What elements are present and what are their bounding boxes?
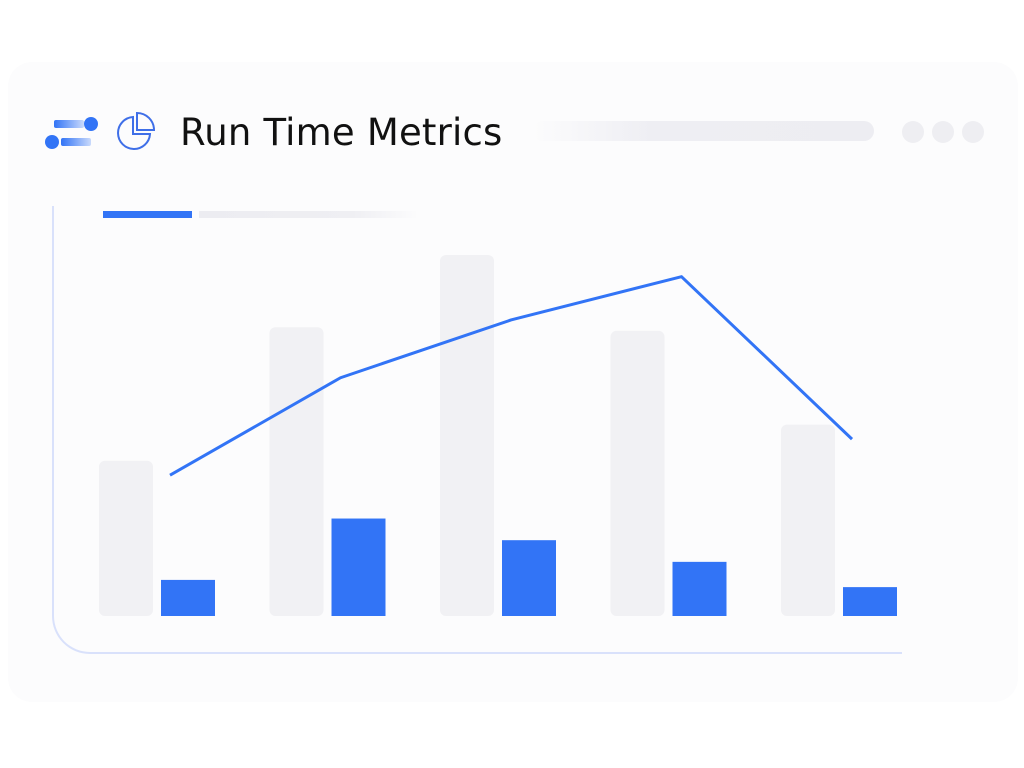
background-bar-overlay bbox=[440, 255, 494, 616]
brand-logo-icon bbox=[45, 117, 98, 149]
value-bar[interactable] bbox=[843, 587, 897, 616]
value-bar[interactable] bbox=[502, 540, 556, 616]
window-dot[interactable] bbox=[962, 121, 984, 143]
window-controls bbox=[902, 121, 984, 143]
background-bar[interactable] bbox=[99, 460, 153, 616]
window-dot[interactable] bbox=[932, 121, 954, 143]
background-bar-overlay bbox=[781, 425, 835, 616]
chart-header: Run Time Metrics bbox=[44, 108, 503, 156]
window-dot[interactable] bbox=[902, 121, 924, 143]
active-tab-indicator[interactable] bbox=[103, 211, 192, 218]
value-bar[interactable] bbox=[161, 579, 215, 616]
pie-chart-icon bbox=[117, 111, 156, 150]
value-bar[interactable] bbox=[331, 518, 386, 616]
inactive-tab-indicator[interactable] bbox=[199, 211, 419, 218]
background-bar[interactable] bbox=[269, 327, 324, 616]
header-placeholder-bar bbox=[532, 121, 874, 141]
background-bar-overlay bbox=[611, 331, 665, 616]
chart-title: Run Time Metrics bbox=[180, 110, 503, 154]
chart-frame bbox=[52, 206, 902, 654]
value-bar[interactable] bbox=[672, 561, 727, 616]
background-bar-overlay bbox=[270, 327, 324, 616]
series-line[interactable] bbox=[169, 275, 854, 477]
background-bar[interactable] bbox=[781, 424, 835, 616]
background-bar[interactable] bbox=[440, 255, 494, 616]
background-bar[interactable] bbox=[610, 330, 665, 616]
background-bar-overlay bbox=[99, 461, 153, 616]
